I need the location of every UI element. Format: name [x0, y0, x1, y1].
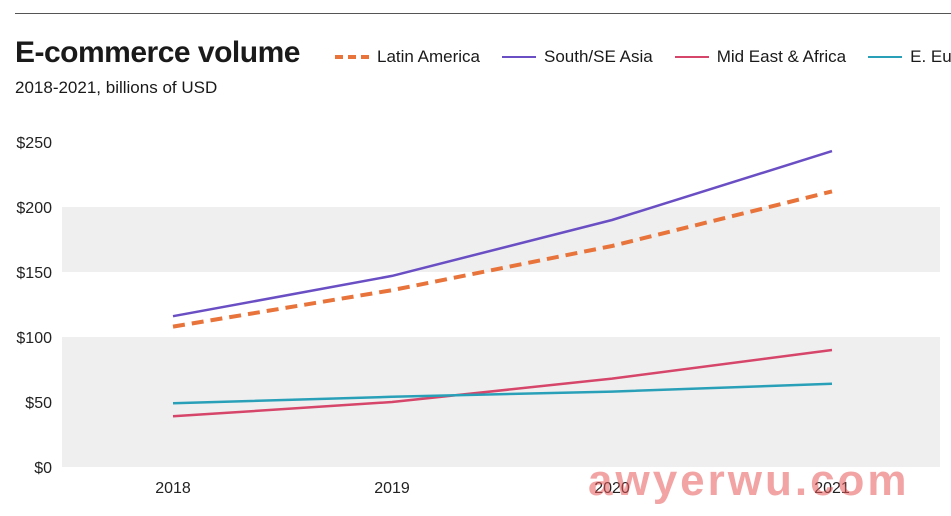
grid-band-150-200	[62, 207, 940, 272]
legend: Latin America South/SE Asia Mid East & A…	[335, 45, 951, 69]
x-tick-label: 2020	[594, 480, 630, 497]
chart-title: E-commerce volume	[15, 36, 300, 69]
x-tick-label: 2018	[155, 480, 191, 497]
y-tick-label: $50	[25, 395, 52, 412]
y-tick-label: $100	[16, 330, 52, 347]
y-tick-label: $250	[16, 135, 52, 152]
grid-band-50-100	[62, 337, 940, 402]
legend-label-south-se-asia: South/SE Asia	[544, 47, 653, 66]
legend-swatch-latin-america	[335, 55, 369, 59]
series-line-mid-east-africa	[172, 348, 833, 418]
chart-subtitle: 2018-2021, billions of USD	[15, 78, 218, 97]
legend-swatch-south-se-asia	[502, 56, 536, 58]
watermark: awyerwu.com	[588, 456, 910, 505]
y-tick-label: $200	[16, 200, 52, 217]
series-line-latin-america	[172, 189, 833, 329]
top-rule	[15, 13, 951, 14]
x-tick-label: 2021	[814, 480, 850, 497]
legend-item-e-europe: E. Europe	[868, 47, 951, 67]
legend-item-latin-america: Latin America	[335, 47, 480, 67]
series-line-e-europe	[172, 382, 833, 405]
y-tick-label: $150	[16, 265, 52, 282]
legend-swatch-mid-east-africa	[674, 56, 709, 58]
legend-label-latin-america: Latin America	[377, 47, 480, 66]
y-tick-label: $0	[34, 460, 52, 477]
legend-item-south-se-asia: South/SE Asia	[502, 47, 653, 67]
legend-swatch-e-europe	[868, 56, 903, 58]
legend-label-e-europe: E. Europe	[910, 47, 951, 66]
legend-item-mid-east-africa: Mid East & Africa	[674, 47, 847, 67]
series-line-south-se-asia	[172, 149, 833, 318]
legend-label-mid-east-africa: Mid East & Africa	[716, 47, 847, 66]
x-tick-label: 2019	[374, 480, 410, 497]
